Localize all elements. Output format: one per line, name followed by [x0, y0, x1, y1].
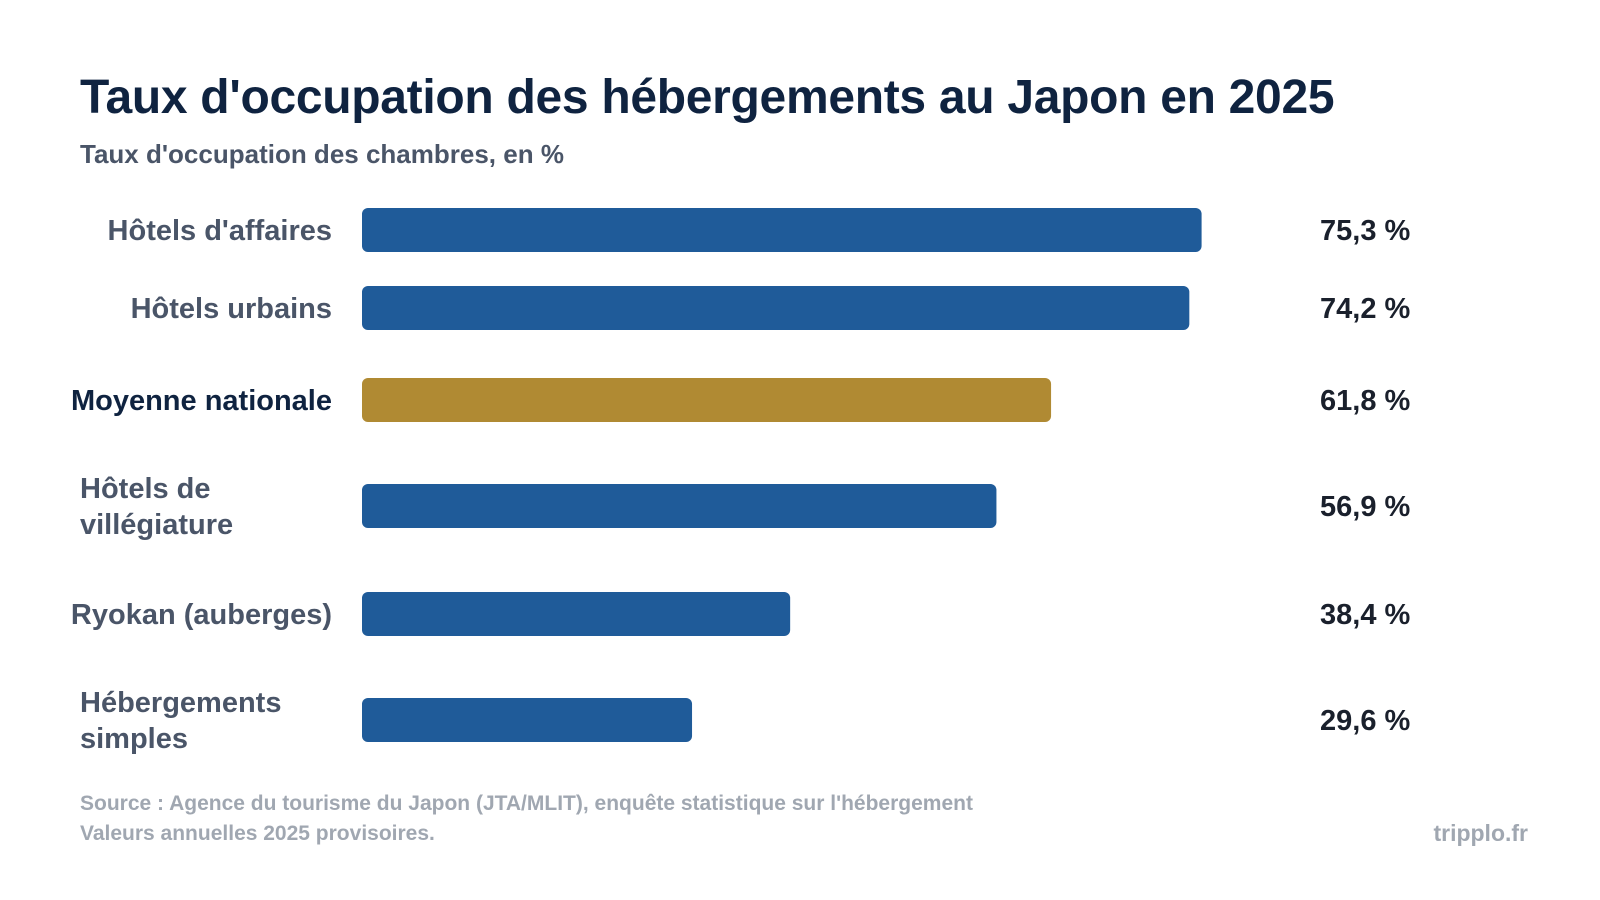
- value-label-0: 75,3 %: [1320, 215, 1410, 247]
- bar-3: [362, 484, 997, 528]
- chart-title: Taux d'occupation des hébergements au Ja…: [80, 71, 1335, 124]
- provisional-note: Valeurs annuelles 2025 provisoires.: [80, 822, 435, 845]
- value-label-2: 61,8 %: [1320, 385, 1410, 417]
- category-label-4: Ryokan (auberges): [71, 599, 332, 631]
- category-label-2: Moyenne nationale: [71, 385, 332, 417]
- chart-subtitle: Taux d'occupation des chambres, en %: [80, 139, 564, 169]
- category-label-1: Hôtels urbains: [131, 293, 332, 325]
- brand-link[interactable]: tripplo.fr: [1433, 820, 1528, 846]
- value-label-1: 74,2 %: [1320, 293, 1410, 325]
- bar-1: [362, 286, 1190, 330]
- category-label-3: Hôtels de villégiature: [80, 473, 233, 541]
- source-note: Source : Agence du tourisme du Japon (JT…: [80, 792, 973, 815]
- bar-4: [362, 592, 791, 636]
- bar-2: [362, 378, 1052, 422]
- value-label-4: 38,4 %: [1320, 599, 1410, 631]
- bar-0: [362, 208, 1202, 252]
- category-label-5: Hébergements simples: [80, 687, 281, 755]
- bar-5: [362, 698, 693, 742]
- value-label-3: 56,9 %: [1320, 491, 1410, 523]
- category-label-0: Hôtels d'affaires: [108, 215, 332, 247]
- value-label-5: 29,6 %: [1320, 705, 1410, 737]
